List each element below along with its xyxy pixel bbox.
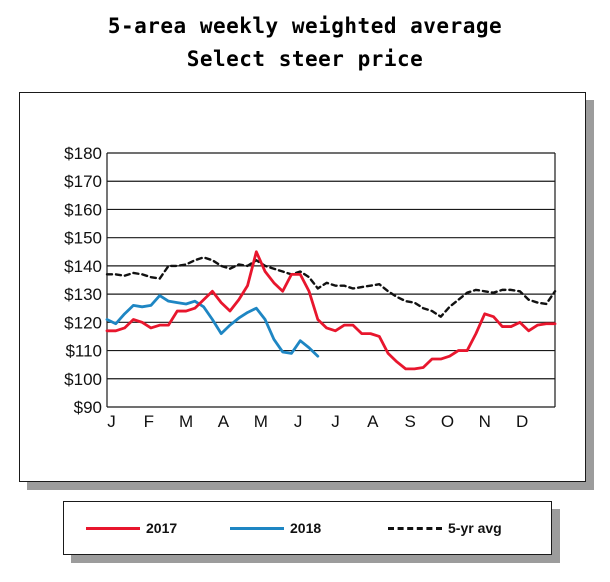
plot-area: [107, 153, 555, 407]
legend-swatch-2018: [230, 527, 284, 530]
x-tick-label: J: [331, 412, 340, 431]
series-line-5-yr-avg: [105, 256, 557, 318]
y-tick-label: $90: [74, 398, 102, 417]
legend-label-2018: 2018: [290, 520, 322, 536]
legend-label-5yr-avg: 5-yr avg: [448, 520, 502, 536]
y-tick-label: $140: [64, 257, 102, 276]
y-tick-label: $100: [64, 370, 102, 389]
y-tick-label: $130: [64, 285, 102, 304]
legend-swatch-2017: [86, 527, 140, 530]
y-tick-label: $160: [64, 200, 102, 219]
chart-panel: $180 $170 $160 $150 $140 $130 $120 $110 $100 $90 J…: [19, 92, 586, 482]
chart-title-line-2: Select steer price: [186, 47, 424, 71]
x-tick-label: M: [254, 412, 268, 431]
x-tick-label: F: [144, 412, 154, 431]
y-tick-label: $120: [64, 313, 102, 332]
series-line-2017: [105, 250, 557, 371]
x-tick-label: M: [179, 412, 193, 431]
legend-label-2017: 2017: [146, 520, 178, 536]
x-tick-label: N: [479, 412, 491, 431]
x-tick-label: A: [218, 412, 230, 431]
legend-swatch-5yr-avg: [388, 527, 442, 530]
y-tick-label: $110: [65, 342, 102, 361]
y-tick-label: $180: [64, 144, 102, 163]
y-tick-label: $150: [64, 229, 102, 248]
series-line-2018: [105, 294, 320, 358]
x-tick-label: O: [441, 412, 454, 431]
line-chart: $180 $170 $160 $150 $140 $130 $120 $110 $100 $90 J…: [64, 144, 557, 431]
x-tick-label: J: [107, 412, 116, 431]
x-tick-label: D: [516, 412, 528, 431]
x-tick-label: J: [294, 412, 303, 431]
y-tick-label: $170: [64, 172, 102, 191]
x-tick-label: S: [404, 412, 415, 431]
legend-panel: 2017 2018 5-yr avg: [63, 501, 552, 555]
chart-title-line-1: 5-area weekly weighted average: [107, 14, 503, 38]
x-tick-label: A: [367, 412, 379, 431]
